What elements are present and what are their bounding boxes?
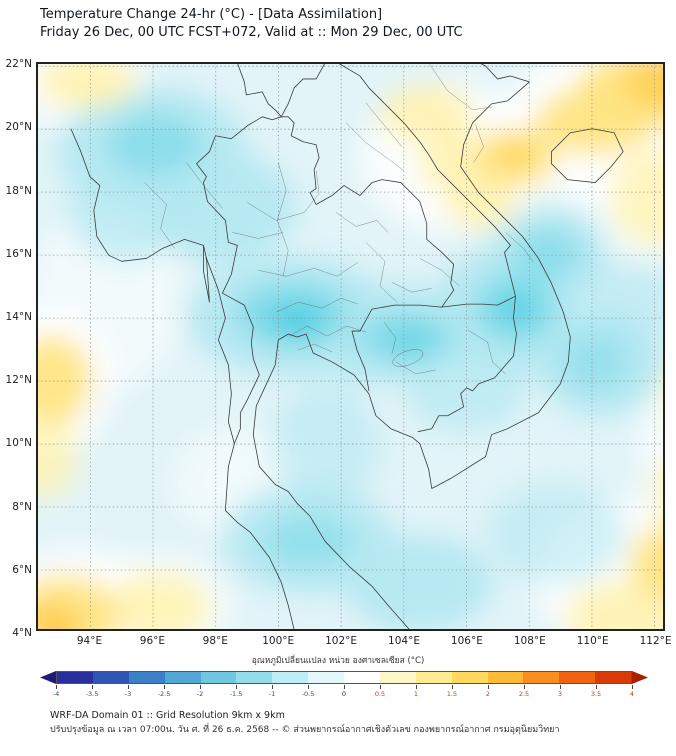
footer-model-info: WRF-DA Domain 01 :: Grid Resolution 9km …: [50, 710, 285, 721]
map-svg: [37, 63, 664, 630]
lon-tick-label: 102°E: [325, 635, 358, 647]
lat-tick-label: 8°N: [12, 500, 32, 513]
colorbar-tick-label: 3: [557, 690, 563, 698]
footer-update-info: ปรับปรุงข้อมูล ณ เวลา 07:00น. วัน ศ. ที่…: [50, 725, 560, 735]
colorbar-segment: [200, 672, 237, 683]
weather-map: [36, 62, 665, 631]
lon-tick-label: 112°E: [639, 635, 672, 647]
lon-tick-label: 100°E: [262, 635, 295, 647]
colorbar-tick: [631, 685, 633, 689]
colorbar-segment: [379, 672, 416, 683]
colorbar-tick: [523, 685, 525, 689]
colorbar-tick-label: -3: [124, 690, 132, 698]
colorbar-tick: [271, 685, 273, 689]
header: Temperature Change 24-hr (°C) - [Data As…: [40, 6, 463, 42]
colorbar-tick: [595, 685, 597, 689]
lon-tick-label: 98°E: [202, 635, 228, 647]
colorbar-arrow-left: [40, 671, 56, 684]
colorbar-tick: [91, 685, 93, 689]
lat-tick-label: 18°N: [5, 184, 32, 197]
lon-tick-label: 106°E: [450, 635, 483, 647]
province-borders: [144, 63, 534, 375]
colorbar-tick-label: -3.5: [85, 690, 99, 698]
lat-tick-label: 4°N: [12, 627, 32, 639]
colorbar-tick: [343, 685, 345, 689]
colorbar-tick: [379, 685, 381, 689]
colorbar-tick-label: -0.5: [301, 690, 315, 698]
colorbar-tick-label: 0.5: [374, 690, 386, 698]
colorbar-segment: [308, 672, 344, 683]
colorbar-tick: [127, 685, 129, 689]
colorbar-tick: [415, 685, 417, 689]
colorbar-tick-label: -2.5: [157, 690, 171, 698]
country-borders: [70, 63, 624, 630]
footer: WRF-DA Domain 01 :: Grid Resolution 9km …: [50, 708, 560, 738]
colorbar-arrow-right: [632, 671, 648, 684]
colorbar-segment: [92, 672, 129, 683]
lat-tick-label: 20°N: [5, 121, 32, 134]
lat-tick-label: 6°N: [12, 563, 32, 576]
map-frame: [37, 63, 664, 630]
colorbar-segment: [415, 672, 452, 683]
colorbar-title: อุณหภูมิเปลี่ยนแปลง หน่วย องศาเซลเซียส (…: [251, 656, 425, 666]
colorbar-tick-label: 4: [629, 690, 635, 698]
lon-tick-label: 94°E: [76, 635, 103, 647]
colorbar-tick-label: 2: [485, 690, 491, 698]
colorbar-tick-label: 1: [413, 690, 419, 698]
map-subtitle: Friday 26 Dec, 00 UTC FCST+072, Valid at…: [40, 25, 463, 40]
lat-tick-label: 22°N: [5, 58, 32, 71]
colorbar-tick-label: 2.5: [518, 690, 530, 698]
colorbar-segment: [164, 672, 201, 683]
colorbar-segment: [559, 672, 596, 683]
colorbar-tick: [559, 685, 561, 689]
colorbar-tick: [163, 685, 165, 689]
lon-tick-label: 108°E: [513, 635, 546, 647]
colorbar-segment: [487, 672, 524, 683]
colorbar: [40, 671, 648, 684]
colorbar-segment: [344, 672, 380, 683]
colorbar-segment: [595, 672, 631, 683]
lat-tick-label: 12°N: [5, 374, 32, 387]
colorbar-tick: [235, 685, 237, 689]
colorbar-segment: [523, 672, 560, 683]
colorbar-tick: [55, 685, 57, 689]
colorbar-tick: [307, 685, 309, 689]
colorbar-tick: [487, 685, 489, 689]
colorbar-tick-label: 0: [341, 690, 347, 698]
lon-tick-label: 110°E: [576, 635, 609, 647]
lon-tick-label: 104°E: [388, 635, 420, 647]
colorbar-segment: [451, 672, 488, 683]
colorbar-segment: [57, 672, 93, 683]
map-title: Temperature Change 24-hr (°C) - [Data As…: [40, 7, 383, 22]
colorbar-tick-label: 1.5: [446, 690, 458, 698]
grid-lines: [37, 63, 664, 630]
colorbar-segment: [236, 672, 273, 683]
lon-tick-label: 96°E: [139, 635, 166, 647]
colorbar-tick-label: -4: [52, 690, 60, 698]
lat-tick-label: 10°N: [5, 437, 32, 450]
colorbar-segment: [128, 672, 165, 683]
colorbar-segments: [56, 671, 632, 684]
colorbar-tick-label: 3.5: [590, 690, 602, 698]
lat-tick-label: 14°N: [5, 311, 32, 323]
colorbar-tick-label: -2: [196, 690, 204, 698]
lat-tick-label: 16°N: [5, 247, 32, 260]
colorbar-tick-label: -1: [268, 690, 276, 698]
colorbar-tick-label: -1.5: [229, 690, 243, 698]
temperature-field: [37, 63, 664, 630]
colorbar-tick: [199, 685, 201, 689]
colorbar-segment: [272, 672, 309, 683]
colorbar-tick: [451, 685, 453, 689]
